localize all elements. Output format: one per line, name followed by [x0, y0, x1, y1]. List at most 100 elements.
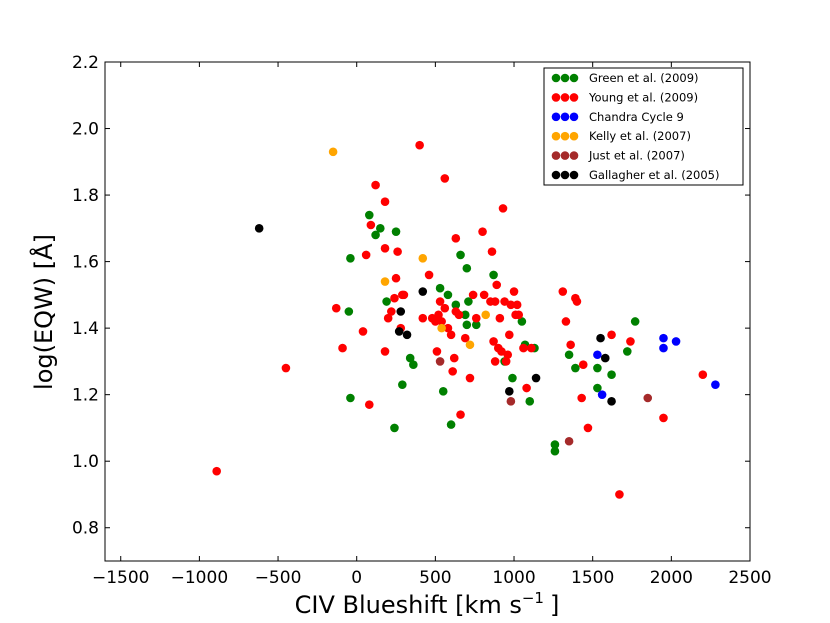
legend-marker-gallagher-et-al-2005 — [569, 170, 579, 180]
point-young-et-al-2009 — [566, 340, 575, 350]
legend-marker-green-et-al-2009 — [560, 73, 570, 83]
point-gallagher-et-al-2005 — [600, 353, 610, 363]
point-young-et-al-2009 — [478, 227, 487, 236]
legend-frame — [543, 67, 744, 186]
point-young-et-al-2009 — [440, 303, 450, 313]
point-young-et-al-2009 — [583, 423, 593, 433]
point-young-et-al-2009 — [506, 300, 516, 310]
legend: Green et al. (2009) Young et al. (2009) Ch… — [543, 67, 744, 186]
point-just-et-al-2007 — [564, 436, 574, 446]
point-young-et-al-2009 — [432, 347, 442, 356]
point-young-et-al-2009 — [446, 330, 456, 340]
point-young-et-al-2009 — [501, 357, 511, 366]
y-tick-label: 2.0 — [72, 120, 99, 140]
point-young-et-al-2009 — [498, 204, 508, 213]
point-green-et-al-2009 — [464, 297, 473, 306]
point-green-et-al-2009 — [371, 230, 380, 240]
point-young-et-al-2009 — [443, 323, 453, 333]
y-tick-label: 0.8 — [72, 519, 99, 539]
legend-label-kelly-et-al-2007: Kelly et al. (2007) — [589, 129, 691, 143]
point-green-et-al-2009 — [564, 350, 574, 360]
legend-marker-gallagher-et-al-2005 — [551, 170, 561, 180]
x-tick-label: −1500 — [92, 568, 150, 588]
legend-marker-just-et-al-2007 — [551, 151, 561, 160]
y-tick-label: 2.2 — [72, 53, 99, 73]
legend-marker-chandra-cycle-9 — [560, 112, 570, 122]
point-green-et-al-2009 — [593, 383, 602, 393]
legend-items: Green et al. (2009) Young et al. (2009) Ch… — [551, 71, 719, 182]
point-young-et-al-2009 — [479, 290, 489, 300]
point-young-et-al-2009 — [449, 353, 459, 363]
point-green-et-al-2009 — [409, 360, 418, 370]
x-tick-label: 2500 — [728, 568, 771, 588]
point-green-et-al-2009 — [571, 363, 580, 373]
data-points — [212, 140, 720, 499]
x-tick-label: 500 — [419, 568, 451, 588]
point-young-et-al-2009 — [451, 234, 461, 243]
point-green-et-al-2009 — [398, 380, 407, 389]
point-gallagher-et-al-2005 — [531, 373, 541, 383]
point-green-et-al-2009 — [382, 297, 391, 306]
point-just-et-al-2007 — [643, 393, 653, 403]
point-young-et-al-2009 — [387, 307, 396, 316]
point-chandra-cycle-9 — [597, 390, 607, 399]
point-gallagher-et-al-2005 — [402, 330, 412, 340]
point-young-et-al-2009 — [578, 360, 588, 370]
point-just-et-al-2007 — [435, 357, 445, 366]
point-green-et-al-2009 — [346, 393, 355, 403]
x-tick-label: 2000 — [650, 568, 693, 588]
point-green-et-al-2009 — [390, 423, 399, 433]
point-young-et-al-2009 — [380, 197, 390, 207]
point-young-et-al-2009 — [698, 370, 708, 380]
point-green-et-al-2009 — [364, 210, 374, 220]
point-green-et-al-2009 — [451, 300, 461, 310]
point-young-et-al-2009 — [390, 293, 399, 303]
point-green-et-al-2009 — [607, 370, 616, 380]
legend-marker-gallagher-et-al-2005 — [560, 170, 570, 180]
point-young-et-al-2009 — [281, 363, 291, 373]
legend-marker-young-et-al-2009 — [569, 93, 579, 102]
point-green-et-al-2009 — [517, 317, 527, 326]
point-young-et-al-2009 — [468, 290, 478, 300]
point-chandra-cycle-9 — [659, 333, 668, 343]
point-chandra-cycle-9 — [711, 380, 720, 389]
point-green-et-al-2009 — [550, 440, 560, 449]
point-green-et-al-2009 — [462, 320, 472, 330]
point-just-et-al-2007 — [506, 397, 516, 406]
point-young-et-al-2009 — [456, 410, 465, 419]
point-young-et-al-2009 — [460, 333, 470, 343]
y-axis-label: log(EQW) [Å] — [29, 234, 58, 390]
point-young-et-al-2009 — [514, 310, 524, 320]
point-green-et-al-2009 — [344, 307, 354, 316]
point-young-et-al-2009 — [448, 367, 457, 376]
point-kelly-et-al-2007 — [437, 323, 446, 333]
legend-marker-just-et-al-2007 — [560, 151, 570, 160]
point-young-et-al-2009 — [577, 393, 586, 403]
point-gallagher-et-al-2005 — [607, 397, 616, 406]
point-green-et-al-2009 — [471, 320, 481, 330]
legend-marker-chandra-cycle-9 — [551, 112, 561, 122]
y-tick-label: 1.2 — [72, 386, 99, 406]
legend-marker-kelly-et-al-2007 — [551, 131, 561, 141]
point-young-et-al-2009 — [435, 297, 445, 306]
point-young-et-al-2009 — [364, 400, 374, 409]
legend-label-just-et-al-2007: Just et al. (2007) — [588, 149, 685, 163]
point-young-et-al-2009 — [454, 310, 464, 320]
legend-marker-green-et-al-2009 — [551, 73, 561, 83]
point-young-et-al-2009 — [522, 383, 531, 393]
y-tick-label: 1.4 — [72, 319, 99, 339]
point-green-et-al-2009 — [630, 317, 640, 326]
legend-marker-kelly-et-al-2007 — [569, 131, 579, 141]
legend-marker-young-et-al-2009 — [551, 93, 561, 102]
point-young-et-al-2009 — [391, 273, 401, 283]
point-young-et-al-2009 — [366, 220, 376, 230]
point-young-et-al-2009 — [509, 287, 519, 296]
point-green-et-al-2009 — [460, 310, 470, 320]
legend-marker-just-et-al-2007 — [569, 151, 579, 160]
point-green-et-al-2009 — [456, 250, 465, 260]
point-young-et-al-2009 — [331, 303, 341, 313]
point-young-et-al-2009 — [489, 337, 498, 346]
point-young-et-al-2009 — [527, 343, 536, 353]
point-green-et-al-2009 — [525, 397, 535, 406]
point-young-et-al-2009 — [212, 466, 221, 476]
